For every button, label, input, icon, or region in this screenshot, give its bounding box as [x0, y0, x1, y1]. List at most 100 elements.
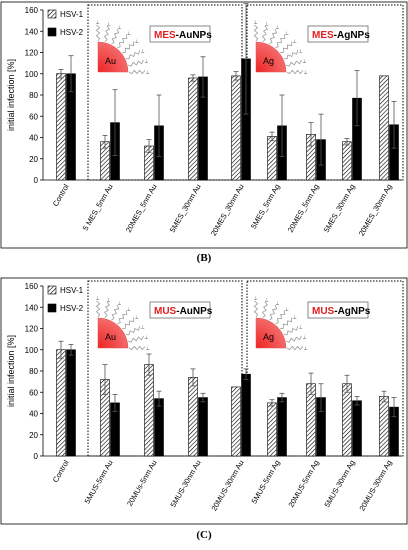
y-tick-label: 120: [25, 49, 39, 58]
particle-core: [97, 317, 129, 349]
inset-title-box: [149, 301, 211, 319]
ligand-chain: [122, 317, 135, 330]
legend-swatch-hsv1: [47, 9, 57, 19]
legend-swatch-hsv1: [47, 285, 57, 295]
category-label: 20MES_30nm Ag: [357, 183, 394, 238]
ligand-chain: [280, 41, 293, 54]
ligand-chain: [128, 335, 144, 343]
ligand-group: ⟂: [303, 59, 307, 65]
ligand-group: ⟂: [135, 315, 139, 321]
bar-hsv1: [231, 75, 241, 181]
y-tick-label: 140: [25, 27, 39, 36]
bar-hsv1: [267, 136, 277, 181]
inset-1: Ag⟂ ⟂⟂⟂⟂⟂⟂⟂MUS-AgNPs: [253, 296, 371, 352]
ligand-group: ⟂: [254, 296, 258, 302]
ligand-chain: [269, 304, 278, 321]
ligand-group: ⟂: [145, 335, 149, 341]
bar-hsv1: [188, 77, 198, 181]
y-tick-label: 20: [29, 431, 38, 440]
category-label: 5MUS-30nm Au: [168, 459, 202, 509]
bar-hsv2: [352, 400, 362, 457]
inset-title-suffix: -AgNPs: [334, 30, 371, 41]
bar-hsv1: [56, 349, 66, 457]
ligand-group: ⟂: [254, 20, 258, 26]
legend-label-hsv2: HSV-2: [60, 28, 84, 37]
y-tick-label: 60: [29, 112, 38, 121]
bar-hsv2: [154, 398, 164, 457]
category-label: 5MUS-5nm Ag: [250, 459, 282, 506]
ligand-group: ⟂: [135, 39, 139, 45]
inset-title: MES-AgNPs: [312, 30, 370, 41]
inset-title-prefix: MES: [312, 30, 334, 41]
inset-title-suffix: -AuNPs: [176, 30, 213, 41]
ligand-chain: [128, 69, 146, 75]
ligand-group: ⟂: [107, 297, 111, 303]
ligand-group: ⟂: [96, 296, 100, 302]
legend-swatch-hsv2: [47, 27, 57, 37]
ligand-chain: [111, 304, 120, 321]
bar-hsv1: [231, 386, 241, 457]
ligand-chain: [275, 310, 286, 325]
bar-hsv1: [144, 364, 154, 457]
ligand-chain: [253, 24, 259, 42]
ligand-group: ⟂: [118, 25, 122, 31]
ligand-chain: [117, 310, 128, 325]
y-tick-label: 160: [25, 282, 39, 291]
y-tick-label: 60: [29, 388, 38, 397]
ligand-group: ⟂: [107, 21, 111, 27]
ligand-chain: [286, 59, 302, 67]
category-label: 20MES_30nm Au: [209, 183, 246, 238]
ligand-chain: [286, 345, 304, 351]
panel-frame: [0, 1, 408, 249]
ligand-chain: [103, 301, 111, 319]
category-label: 20MUS-30nm Ag: [357, 459, 393, 513]
ligand-chain: [125, 326, 141, 336]
ligand-chain: [128, 59, 144, 67]
bar-hsv2: [277, 397, 287, 457]
bar-hsv1: [188, 377, 198, 457]
y-tick-label: 120: [25, 325, 39, 334]
bar-hsv2: [198, 397, 208, 457]
inset-title: MUS-AuNPs: [154, 306, 213, 317]
ligand-group: ⟂: [265, 297, 269, 303]
ligand-chain: [283, 326, 299, 336]
legend-label-hsv1: HSV-1: [60, 286, 84, 295]
y-tick-label: 100: [25, 346, 39, 355]
ligand-group: ⟂: [299, 324, 303, 330]
inset-title-prefix: MES: [154, 30, 176, 41]
y-tick-label: 100: [25, 70, 39, 79]
ligand-chain: [111, 28, 120, 45]
category-label: 5MUS-5nm Au: [83, 459, 115, 506]
y-tick-label: 140: [25, 303, 39, 312]
particle-label: Ag: [263, 332, 274, 342]
category-label: 5MES_5nm Ag: [249, 183, 282, 231]
bar-hsv1: [342, 141, 352, 181]
ligand-group: ⟂: [127, 31, 131, 37]
ligand-group: ⟂: [265, 21, 269, 27]
ligand-group: ⟂: [293, 315, 297, 321]
ligand-chain: [95, 24, 101, 42]
ligand-chain: [261, 25, 269, 43]
category-label: 5MES_30nm Ag: [322, 183, 357, 234]
inset-0: Au⟂ ⟂⟂⟂⟂⟂⟂⟂MUS-AuNPs: [95, 296, 213, 352]
ligand-group: ⟂: [293, 39, 297, 45]
ligand-group: ⟂: [304, 70, 308, 76]
inset-title-box: [307, 301, 369, 319]
ligand-chain: [286, 335, 302, 343]
y-tick-label: 20: [29, 155, 38, 164]
bar-hsv1: [267, 402, 277, 457]
ligand-chain: [253, 300, 259, 318]
particle-label: Au: [105, 56, 116, 66]
category-label: 20MES_5nm Au: [124, 183, 159, 234]
category-label: 5 MES_5nm Au: [81, 183, 115, 233]
category-label: 20MUs-5nm Au: [125, 459, 159, 508]
ligand-chain: [286, 69, 304, 75]
ligand-chain: [125, 50, 141, 60]
legend-label-hsv1: HSV-1: [60, 10, 84, 19]
bar-hsv1: [379, 75, 389, 181]
inset-title: MES-AuNPs: [154, 30, 212, 41]
inset-title-box: [149, 25, 211, 43]
bar-hsv1: [56, 73, 66, 181]
bar-hsv2: [66, 349, 76, 457]
